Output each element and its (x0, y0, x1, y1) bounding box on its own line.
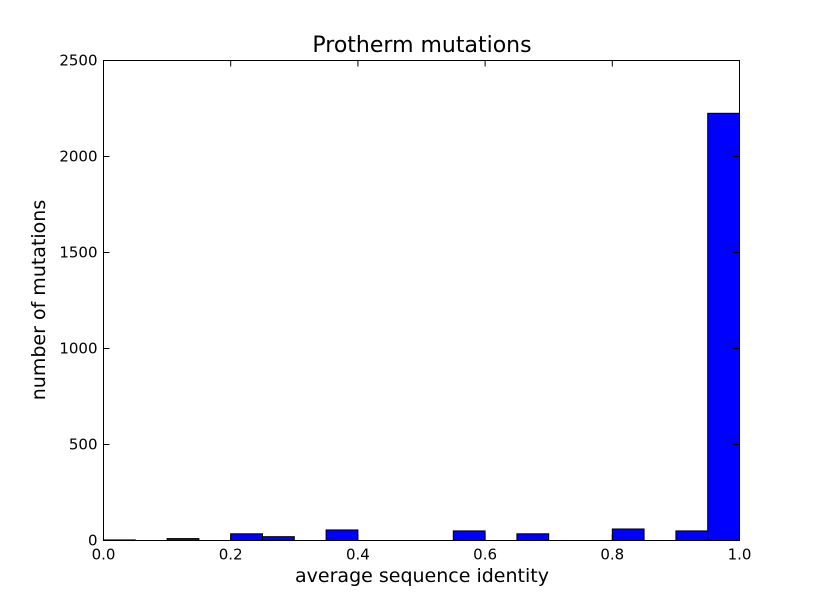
y-tick-label: 2500 (59, 52, 97, 70)
histogram-bar (262, 536, 295, 541)
x-tick-label: 0.4 (346, 546, 370, 564)
plot-frame (103, 60, 740, 541)
histogram-bar (230, 533, 263, 542)
y-tick-label: 2000 (59, 148, 97, 166)
y-tick-label: 500 (69, 436, 98, 454)
x-tick-label: 1.0 (728, 546, 752, 564)
bars-layer (103, 112, 741, 542)
y-tick-label: 0 (88, 532, 98, 550)
histogram-bar (611, 528, 645, 541)
histogram-bar (707, 112, 741, 542)
histogram-bar (325, 529, 359, 542)
x-tick-label: 0.8 (600, 546, 624, 564)
histogram-bar (675, 530, 709, 542)
x-axis-title: average sequence identity (295, 565, 549, 587)
ticks-layer: 0.0 0.2 0.4 0.6 0.8 1.0 0 500 1000 1500 2000 2500 (59, 52, 751, 564)
histogram-bar (516, 533, 550, 542)
histogram-bar (452, 530, 486, 542)
y-axis-title: number of mutations (28, 200, 50, 400)
x-tick-label: 0.6 (473, 546, 497, 564)
x-tick-label: 0.2 (219, 546, 243, 564)
x-tick-label: 0.0 (92, 546, 116, 564)
chart-title: Protherm mutations (312, 33, 531, 58)
y-tick-label: 1500 (59, 244, 97, 262)
y-tick-label: 1000 (59, 340, 97, 358)
